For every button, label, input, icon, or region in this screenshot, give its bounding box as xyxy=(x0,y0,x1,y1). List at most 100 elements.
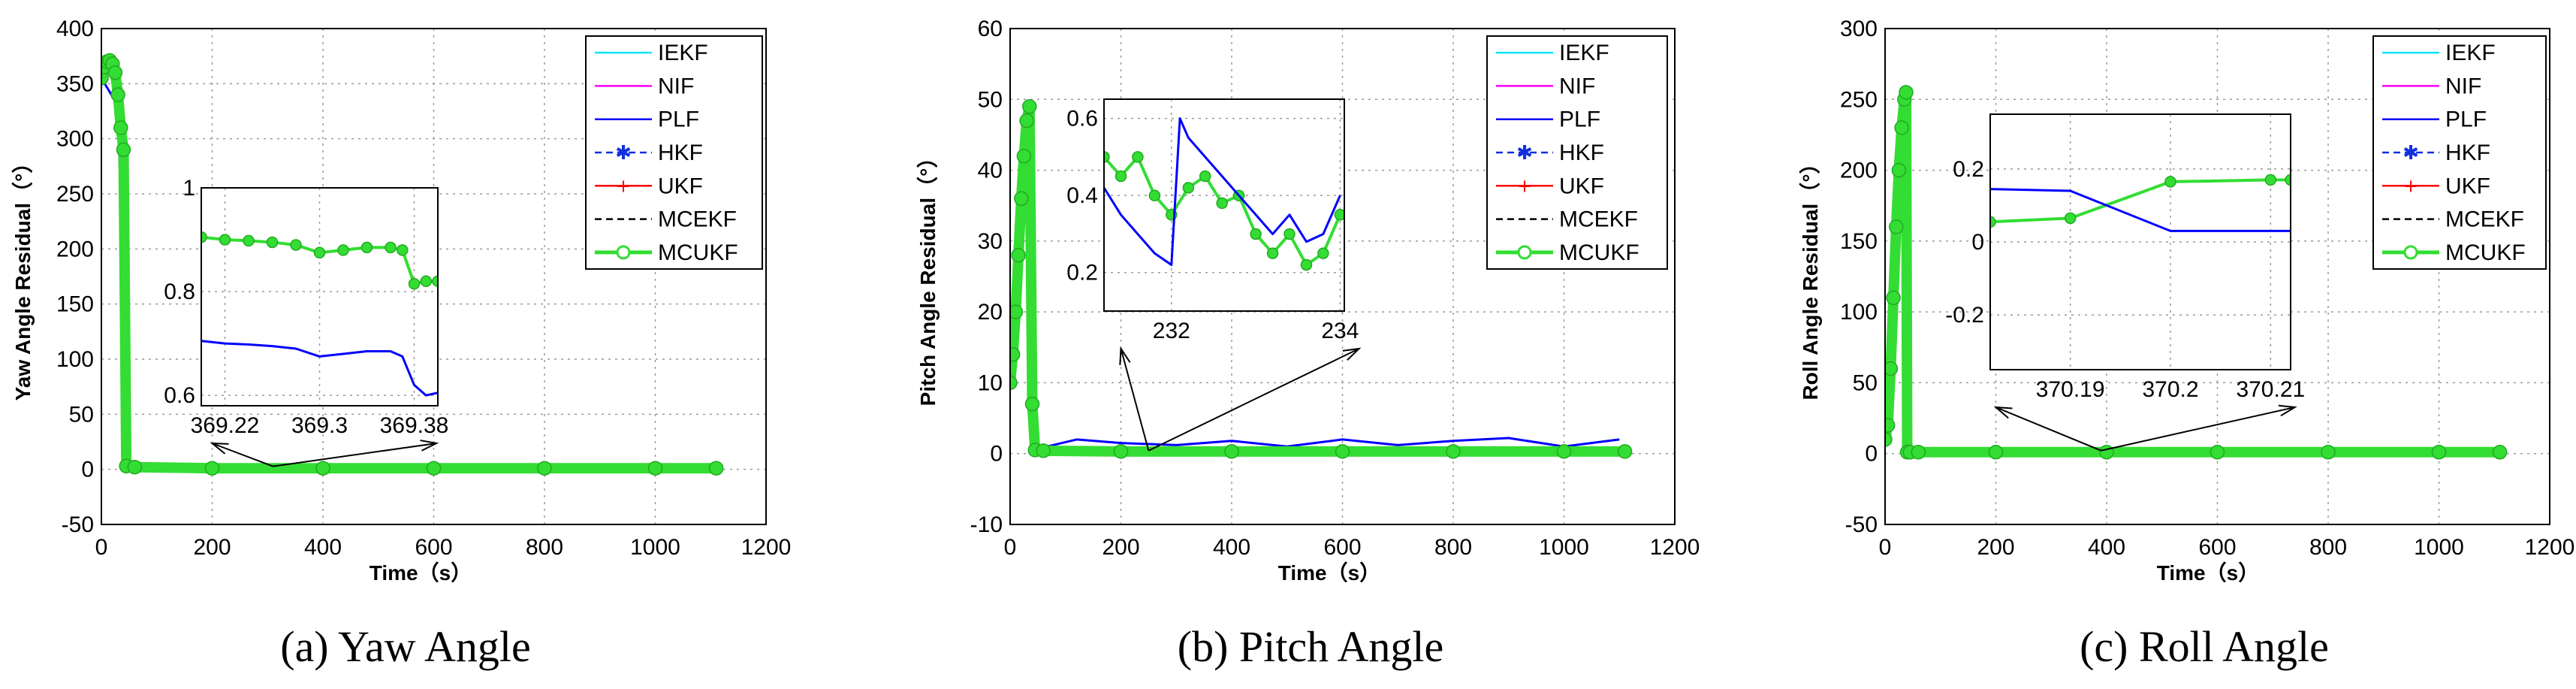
inset-y-tick-label: 1 xyxy=(182,176,195,201)
series-group xyxy=(101,53,724,476)
y-tick-label: 400 xyxy=(56,17,94,41)
legend-label: PLF xyxy=(658,107,699,132)
y-tick-label: 60 xyxy=(978,17,1003,41)
y-tick-label: 0 xyxy=(990,442,1003,467)
inset-series-mcukf-point xyxy=(1266,247,1279,259)
series-mcukf-point xyxy=(1617,444,1633,459)
zoom-arrow xyxy=(273,443,437,467)
series-mcukf-point xyxy=(1010,304,1024,319)
figure-caption: (b) Pitch Angle xyxy=(1178,622,1443,671)
inset-y-tick-label: 0.2 xyxy=(1066,261,1098,286)
series-mcukf-point xyxy=(537,461,552,476)
inset-series-mcukf-point xyxy=(420,275,433,288)
x-tick-label: 400 xyxy=(304,535,342,560)
x-tick-label: 1000 xyxy=(630,535,680,560)
series-mcukf-point xyxy=(1224,444,1239,459)
legend-entry-hkf: ✱ HKF xyxy=(1496,141,1604,165)
inset-series-mcukf-point xyxy=(1216,197,1228,210)
axes-frame xyxy=(1884,28,2550,525)
legend-entry-nif: NIF xyxy=(595,74,694,98)
y-tick-label: 200 xyxy=(1840,159,1878,183)
y-tick-label: 150 xyxy=(1840,229,1878,254)
zoom-arrow xyxy=(2101,406,2295,452)
legend-entry-plf: PLF xyxy=(595,107,699,132)
zoom-arrow xyxy=(1995,406,2102,452)
series-mcukf-point xyxy=(1885,418,1896,433)
legend-label: PLF xyxy=(1559,107,1600,132)
legend-marker xyxy=(1517,245,1532,260)
x-tick-label: 800 xyxy=(526,535,563,560)
series-mcukf-point xyxy=(1886,290,1901,306)
legend-marker: + xyxy=(616,175,631,196)
legend-entry-mcekf: MCEKF xyxy=(1496,207,1638,232)
series-mcukf-point xyxy=(1988,445,2004,460)
y-tick-label: 100 xyxy=(1840,300,1878,325)
x-tick-label: 0 xyxy=(1879,535,1892,560)
legend-label: MCEKF xyxy=(658,207,737,232)
series-mcukf-point xyxy=(2099,445,2114,460)
inset-series-mcukf-point xyxy=(1317,247,1329,259)
legend-label: UKF xyxy=(2445,174,2490,198)
y-tick-label: 0 xyxy=(81,458,94,482)
inset-series-mcukf-point xyxy=(1199,170,1211,183)
series-mcukf-point xyxy=(1335,444,1350,459)
axes-frame xyxy=(1009,28,1676,525)
inset-y-tick-label: -0.2 xyxy=(1945,303,1984,328)
series-mcukf-point xyxy=(127,459,143,475)
zoom-arrow-head xyxy=(210,442,229,455)
series-mcukf-point xyxy=(116,142,131,158)
inset-series-mcukf-point xyxy=(360,241,373,254)
legend-label: UKF xyxy=(658,174,703,198)
series-mcukf-point xyxy=(1891,162,1907,178)
inset-series-mcukf-point xyxy=(201,231,207,243)
y-tick-label: 200 xyxy=(56,237,94,261)
series-mcukf-point xyxy=(1889,219,1904,234)
figure-caption: (c) Roll Angle xyxy=(2080,622,2329,671)
y-tick-label: 50 xyxy=(978,87,1003,112)
legend-entry-ukf: + UKF xyxy=(2382,174,2490,198)
series-mcukf-point xyxy=(1911,445,1926,460)
inset-y-tick-label: 0.8 xyxy=(164,280,195,304)
x-tick-label: 800 xyxy=(2309,535,2347,560)
series-mcukf-point xyxy=(2210,445,2225,460)
legend-label: IEKF xyxy=(658,41,708,65)
inset-series-mcukf-point xyxy=(1104,151,1110,163)
inset-y-tick-label: 0.2 xyxy=(1953,157,1984,182)
legend-marker xyxy=(2403,245,2418,260)
inset-zoom: 370.19 370.2 370.21 -0.2 0 0.2 xyxy=(1945,113,2305,402)
inset-series-mcukf-point xyxy=(2064,212,2077,225)
x-tick-label: 1000 xyxy=(1539,535,1589,560)
zoom-arrow-head xyxy=(2278,404,2297,417)
legend-label: HKF xyxy=(658,141,703,165)
y-axis-label: Pitch Angle Residual（°） xyxy=(915,147,940,406)
series-mcukf-point xyxy=(1014,191,1029,207)
legend-marker xyxy=(616,245,631,260)
inset-series-group xyxy=(201,231,438,397)
legend-label: HKF xyxy=(1559,141,1604,165)
inset-series-mcukf-point xyxy=(408,277,421,290)
y-tick-label: 300 xyxy=(1840,17,1878,41)
legend-entry-ukf: + UKF xyxy=(1496,174,1604,198)
inset-series-mcukf-point xyxy=(313,246,326,259)
series-mcukf-point xyxy=(2431,445,2447,460)
x-axis-label: Time（s） xyxy=(370,561,472,585)
inset-series-mcukf-point xyxy=(1115,170,1127,183)
series-group xyxy=(1885,85,2508,460)
y-tick-label: 100 xyxy=(56,347,94,372)
series-mcukf-point xyxy=(1113,444,1129,459)
chart-panel-3: 0 200 400 600 800 1000 1200-500501001502002503… xyxy=(1798,17,2574,671)
legend-label: NIF xyxy=(658,74,694,98)
series-mcukf-point xyxy=(426,461,442,476)
series-mcukf-point xyxy=(1556,444,1572,459)
inset-series-mcukf-point xyxy=(219,234,231,246)
legend-label: HKF xyxy=(2445,141,2490,165)
x-tick-label: 0 xyxy=(1004,535,1017,560)
legend-entry-mcekf: MCEKF xyxy=(595,207,737,232)
legend-label: MCEKF xyxy=(1559,207,1638,232)
legend-entry-mcekf: MCEKF xyxy=(2382,207,2524,232)
legend-label: IEKF xyxy=(2445,41,2496,65)
series-mcukf-point xyxy=(2321,445,2336,460)
zoom-arrow xyxy=(1148,348,1360,452)
series-group xyxy=(1010,98,1633,459)
legend-entry-mcukf: MCUKF xyxy=(1496,240,1639,265)
